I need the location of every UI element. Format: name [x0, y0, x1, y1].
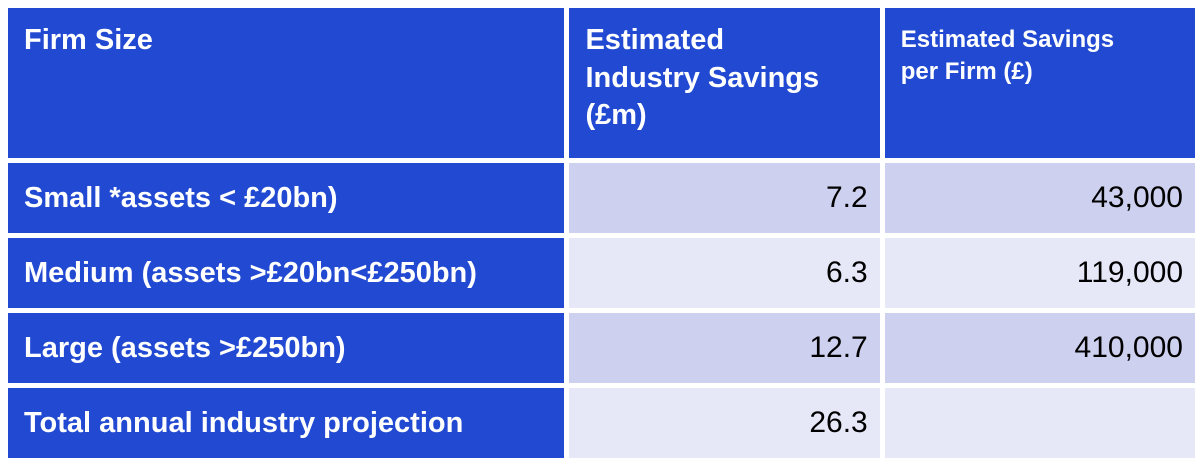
industry-savings-value-small: 7.2	[569, 163, 880, 233]
table-row-total: Total annual industry projection 26.3	[8, 388, 1195, 458]
table-row-small: Small *assets < £20bn) 7.2 43,000	[8, 163, 1195, 233]
header-cell-savings-per-firm: Estimated Savings per Firm (£)	[884, 8, 1195, 158]
table-row-medium: Medium (assets >£20bn<£250bn) 6.3 119,00…	[8, 238, 1195, 308]
header-cell-industry-savings: Estimated Industry Savings (£m)	[569, 8, 880, 158]
industry-savings-value-total: 26.3	[569, 388, 880, 458]
row-label-total: Total annual industry projection	[8, 388, 565, 458]
row-label-large: Large (assets >£250bn)	[8, 313, 565, 383]
industry-savings-value-medium: 6.3	[569, 238, 880, 308]
table-row-large: Large (assets >£250bn) 12.7 410,000	[8, 313, 1195, 383]
savings-per-firm-value-large: 410,000	[884, 313, 1195, 383]
row-label-small: Small *assets < £20bn)	[8, 163, 565, 233]
savings-per-firm-value-total	[884, 388, 1195, 458]
industry-savings-value-large: 12.7	[569, 313, 880, 383]
header-row: Firm Size Estimated Industry Savings (£m…	[8, 8, 1195, 158]
savings-per-firm-value-small: 43,000	[884, 163, 1195, 233]
header-cell-firm-size: Firm Size	[8, 8, 565, 158]
row-label-medium: Medium (assets >£20bn<£250bn)	[8, 238, 565, 308]
savings-per-firm-value-medium: 119,000	[884, 238, 1195, 308]
firm-size-savings-table: Firm Size Estimated Industry Savings (£m…	[3, 3, 1200, 463]
